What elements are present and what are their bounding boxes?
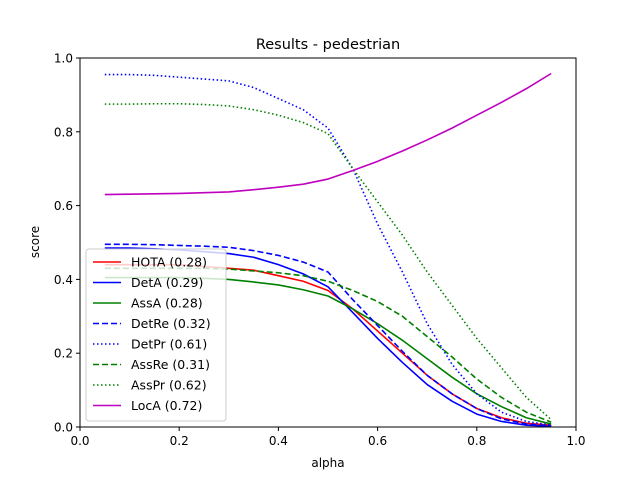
legend-label: AssRe (0.31) <box>131 357 210 372</box>
legend-label: HOTA (0.28) <box>131 255 207 270</box>
y-tick-label: 0.4 <box>54 273 73 287</box>
x-tick-label: 0.6 <box>368 434 387 448</box>
legend-label: LocA (0.72) <box>131 398 202 413</box>
y-tick-label: 0.0 <box>54 421 73 435</box>
x-tick-label: 0.2 <box>170 434 189 448</box>
legend-label: DetPr (0.61) <box>131 337 207 352</box>
legend-box <box>85 248 227 422</box>
chart-title: Results - pedestrian <box>256 37 400 53</box>
y-tick-label: 0.6 <box>54 199 73 213</box>
series-line-4 <box>104 73 552 426</box>
legend-label: DetA (0.29) <box>131 275 203 290</box>
series-line-3 <box>104 243 552 427</box>
legend-label: AssPr (0.62) <box>131 378 207 393</box>
x-tick-label: 0.0 <box>70 434 89 448</box>
plot-frame <box>79 57 577 428</box>
x-tick-label: 1.0 <box>566 434 585 448</box>
y-tick-label: 1.0 <box>54 52 73 66</box>
x-tick-label: 0.4 <box>269 434 288 448</box>
legend-label: DetRe (0.32) <box>131 316 211 331</box>
x-tick-label: 0.8 <box>467 434 486 448</box>
series-line-7 <box>104 72 552 196</box>
legend-label: AssA (0.28) <box>131 296 203 311</box>
ticks-layer: 0.0 0.2 0.4 0.6 0.8 1.0 0.0 0.2 0.4 0.6 0.8 1.0 <box>54 52 586 449</box>
y-tick-label: 0.8 <box>54 125 73 139</box>
x-axis-label: alpha <box>311 456 344 470</box>
y-tick-label: 0.2 <box>54 347 73 361</box>
legend: HOTA (0.28) DetA (0.29) AssA (0.28) DetRe (… <box>85 248 227 422</box>
y-axis-label: score <box>28 226 42 258</box>
series-line-6 <box>104 102 552 421</box>
